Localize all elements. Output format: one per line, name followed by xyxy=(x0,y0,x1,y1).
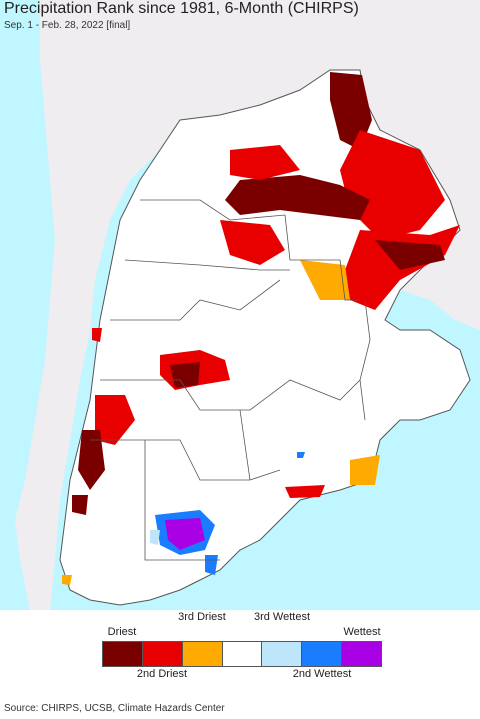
legend-swatch-driest xyxy=(103,642,143,666)
legend-swatch-2nd-driest xyxy=(142,642,183,666)
wet-anomaly-areas xyxy=(150,452,305,575)
map-title: Precipitation Rank since 1981, 6-Month (… xyxy=(4,0,359,17)
legend-label-3rd-driest: 3rd Driest xyxy=(178,611,226,623)
precipitation-rank-map xyxy=(0,0,480,610)
legend-label-2nd-driest: 2nd Driest xyxy=(136,668,188,680)
legend-label-driest: Driest xyxy=(107,626,137,638)
map-subtitle: Sep. 1 - Feb. 28, 2022 [final] xyxy=(4,20,131,31)
legend-swatch-2nd-wettest xyxy=(302,642,343,666)
province-borders xyxy=(90,199,371,561)
dry-anomaly-areas xyxy=(62,72,460,585)
legend-swatch-wettest xyxy=(342,642,382,666)
legend-label-2nd-wettest: 2nd Wettest xyxy=(292,668,352,680)
legend-swatch-3rd-wettest xyxy=(262,642,303,666)
legend-swatch-3rd-driest xyxy=(182,642,223,666)
legend-label-3rd-wettest: 3rd Wettest xyxy=(253,611,311,623)
legend-swatch-normal xyxy=(222,642,263,666)
legend-color-bar xyxy=(102,641,382,667)
legend-label-wettest: Wettest xyxy=(343,626,381,638)
source-credit: Source: CHIRPS, UCSB, Climate Hazards Ce… xyxy=(4,703,225,714)
